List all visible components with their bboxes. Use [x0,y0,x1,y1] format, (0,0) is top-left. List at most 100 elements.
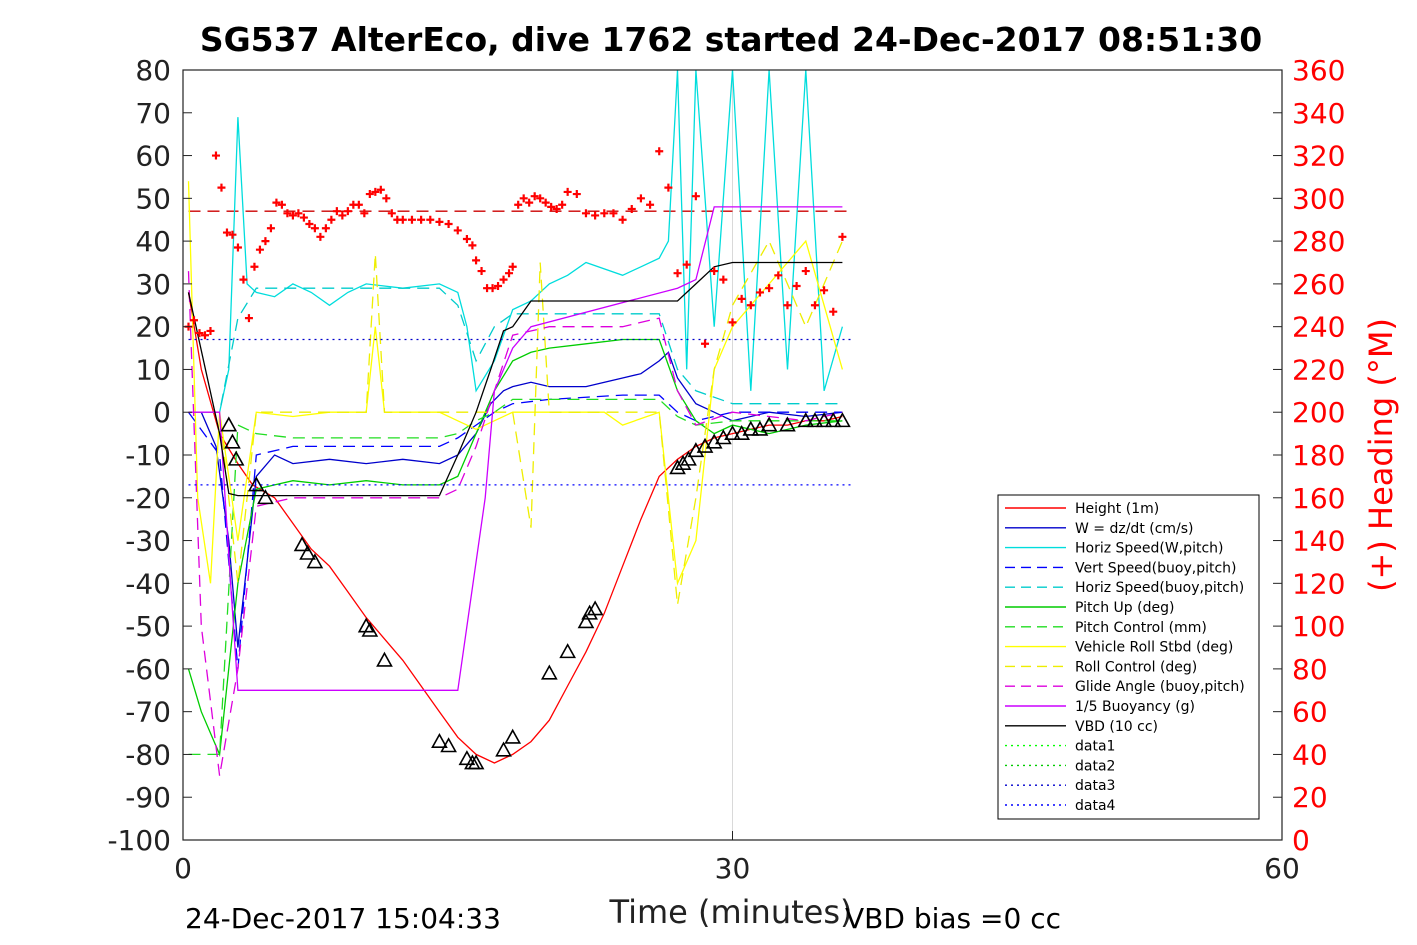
legend-entry-14: data3 [1075,778,1115,794]
heading-point [488,284,497,293]
y-tick-label: -20 [125,482,171,515]
y2-tick-label: 200 [1292,396,1345,429]
heading-point [387,209,396,218]
heading-point [343,207,352,216]
heading-point [417,215,426,224]
depth-marker [834,412,851,428]
y2-tick-label: 140 [1292,525,1345,558]
x-tick-label: 60 [1264,852,1300,885]
heading-point [755,288,764,297]
heading-point [206,326,215,335]
legend-entry-3: Vert Speed(buoy,pitch) [1075,560,1237,576]
heading-point [277,200,286,209]
heading-point [189,316,198,325]
heading-point [398,215,407,224]
heading-point [783,301,792,310]
y-tick-label: 60 [135,140,171,173]
heading-point [719,275,728,284]
depth-marker [361,621,379,637]
series-line-10 [188,206,843,691]
heading-point [453,226,462,235]
y-tick-label: -100 [107,824,171,857]
heading-point [228,230,237,239]
series-line-4 [188,287,843,413]
depth-marker [220,416,238,432]
x-axis-label: Time (minutes) [609,893,853,931]
y2-tick-label: 320 [1292,140,1345,173]
heading-point [233,243,242,252]
depth-marker [797,412,815,428]
heading-point [701,339,710,348]
heading-point [514,200,523,209]
heading-point [266,224,275,233]
heading-point [332,207,341,216]
right-axis-label: (+) Heading (°M) [1362,318,1400,592]
y2-tick-label: 220 [1292,353,1345,386]
y-tick-label: -40 [125,567,171,600]
y-tick-label: -50 [125,610,171,643]
y-tick-label: 70 [135,97,171,130]
heading-point [618,215,627,224]
depth-marker [257,489,274,505]
depth-marker [581,604,598,620]
heading-point [636,194,645,203]
y-tick-label: 40 [135,225,171,258]
point-markers [184,147,851,770]
x-tick-label: 0 [174,852,192,885]
heading-point [829,307,838,316]
heading-point [477,267,486,276]
heading-point [810,301,819,310]
depth-marker [760,416,778,432]
heading-point [250,262,259,271]
heading-point [600,209,609,218]
y2-tick-label: 20 [1292,781,1328,814]
depth-marker [293,536,311,552]
x-tick-label: 30 [715,852,751,885]
footer-timestamp: 24-Dec-2017 15:04:33 [185,902,501,935]
depth-marker [306,553,324,569]
heading-point [801,267,810,276]
chart-title: SG537 AlterEco, dive 1762 started 24-Dec… [200,20,1262,59]
heading-point [222,228,231,237]
heading-point [244,314,253,323]
heading-point [710,267,719,276]
legend-entry-5: Pitch Up (deg) [1075,600,1174,616]
depth-marker [467,754,485,770]
heading-point [746,301,755,310]
heading-point [321,224,330,233]
depth-marker [431,732,448,749]
y-tick-label: 50 [135,182,171,215]
heading-point [508,262,517,271]
y2-tick-label: 280 [1292,225,1345,258]
depth-marker [680,450,697,466]
legend-entry-8: Roll Control (deg) [1075,659,1197,675]
heading-point [462,234,471,243]
heading-point [382,194,391,203]
y2-tick-label: 160 [1292,482,1345,515]
heading-point [444,220,453,228]
depth-marker [779,416,796,432]
footer-vbd-bias: VBD bias =0 cc [845,902,1061,935]
depth-marker [495,741,512,757]
y2-tick-label: 60 [1292,696,1328,729]
heading-point [774,271,783,280]
heading-point [655,147,664,156]
heading-point [299,213,308,222]
y-tick-label: -70 [125,696,171,729]
depth-marker [815,412,833,428]
depth-marker [440,737,457,753]
heading-point [195,329,204,338]
heading-point [646,200,655,209]
legend-entry-2: Horiz Speed(W,pitch) [1075,541,1223,557]
heading-point [376,185,385,194]
y2-tick-label: 40 [1292,738,1328,771]
heading-point [217,183,226,192]
heading-point [499,275,508,284]
y-tick-label: -90 [125,781,171,814]
legend-entry-6: Pitch Control (mm) [1075,620,1207,636]
depth-marker [806,412,824,428]
y2-tick-label: 100 [1292,610,1345,643]
heading-point [426,215,435,224]
heading-point [365,190,374,199]
